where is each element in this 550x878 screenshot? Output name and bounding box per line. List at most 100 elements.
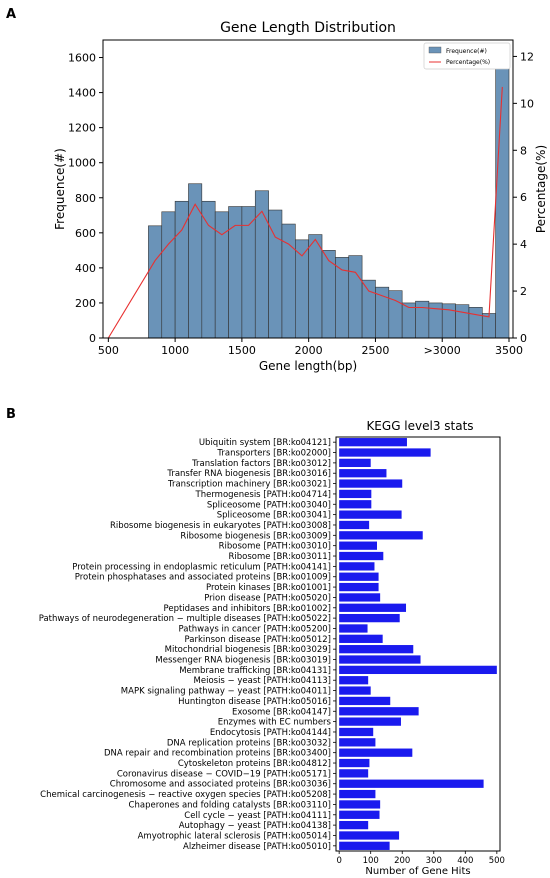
chart-b-title: KEGG level3 stats [366, 419, 473, 433]
kegg-bar [339, 831, 400, 840]
category-label: Enzymes with EC numbers [218, 718, 332, 728]
category-label: Protein kinases [BR:ko01001] [206, 583, 331, 593]
y-tick-label: 1600 [68, 52, 96, 65]
kegg-bar [339, 696, 391, 706]
category-label: Ribosome biogenesis in eukaryotes [PATH:… [110, 521, 331, 531]
x-tick-label: 2000 [295, 344, 323, 357]
y2-tick-label: 8 [520, 144, 527, 157]
category-label: Chaperones and folding catalysts [BR:ko0… [129, 800, 331, 810]
kegg-bar [339, 448, 431, 457]
y-tick-label: 400 [75, 262, 96, 275]
histogram-bar [254, 190, 269, 339]
kegg-bar [339, 531, 423, 540]
category-label: DNA replication proteins [BR:ko03032] [167, 738, 331, 748]
kegg-bar [339, 738, 376, 747]
chart-b-bars [339, 438, 497, 850]
x-tick-label: 500 [98, 344, 119, 357]
category-label: Thermogenesis [PATH:ko04714] [195, 490, 331, 500]
kegg-bar [339, 727, 374, 737]
kegg-bar [339, 655, 421, 664]
category-label: Ribosome [BR:ko03011] [228, 552, 331, 562]
y2-tick-label: 6 [520, 191, 527, 204]
category-label: Chromosome and associated proteins [BR:k… [110, 780, 331, 790]
category-label: Spliceosome [BR:ko03041] [217, 511, 331, 521]
category-label: Autophagy − yeast [PATH:ko04138] [179, 821, 331, 831]
category-label: Ubiquitin system [BR:ko04121] [199, 438, 331, 448]
y-tick-label: 1200 [68, 122, 96, 135]
kegg-bar [339, 572, 379, 581]
kegg-bar [339, 489, 372, 499]
legend-label-percentage: Percentage(%) [446, 59, 490, 66]
category-label: Pathways in cancer [PATH:ko05200] [179, 624, 332, 634]
panel-b-label: B [6, 407, 16, 422]
category-label: Cytoskeleton proteins [BR:ko04812] [178, 759, 331, 769]
category-label: Exosome [BR:ko04147] [232, 707, 331, 717]
category-label: Amyotrophic lateral sclerosis [PATH:ko05… [138, 831, 331, 841]
category-label: Mitochondrial biogenesis [BR:ko03029] [165, 645, 331, 655]
chart-a-y-axis-label: Frequence(#) [53, 148, 67, 230]
category-label: Pathways of neurodegeneration − multiple… [39, 614, 331, 624]
chart-a-x-axis-label: Gene length(bp) [259, 359, 357, 373]
y2-tick-label: 0 [520, 332, 527, 345]
category-label: Ribosome biogenesis [BR:ko03009] [180, 531, 331, 541]
category-label: Chemical carcinogenesis − reactive oxyge… [40, 790, 331, 800]
x-tick-label: 2500 [361, 344, 389, 357]
histogram-bar [228, 206, 243, 339]
category-label: Translation factors [BR:ko03012] [191, 459, 331, 469]
histogram-bar [468, 307, 483, 339]
legend-label-frequence: Frequence(#) [446, 48, 487, 55]
percentage-line [107, 86, 503, 339]
x-tick-label: 500 [489, 856, 505, 866]
x-tick-label: 300 [426, 856, 442, 866]
kegg-bar [339, 624, 368, 633]
kegg-bar [339, 634, 383, 643]
x-tick-label: 1500 [228, 344, 256, 357]
histogram-bar [375, 286, 390, 339]
kegg-bar [339, 758, 370, 768]
histogram-bar [161, 211, 176, 339]
chart-a-legend: Frequence(#) Percentage(%) [423, 42, 511, 70]
category-label: Protein processing in endoplasmic reticu… [72, 562, 331, 572]
y2-tick-label: 12 [520, 50, 534, 63]
histogram-bar [201, 200, 216, 339]
panel-a-label: A [6, 7, 16, 22]
y2-tick-label: 2 [520, 285, 527, 298]
x-tick-label: 3500 [495, 344, 523, 357]
kegg-bar [339, 820, 369, 830]
category-label: DNA repair and recombination proteins [B… [104, 749, 331, 759]
y-tick-label: 200 [75, 297, 96, 310]
chart-b-category-labels: Ubiquitin system [BR:ko04121]Transporter… [39, 438, 336, 852]
kegg-bar [339, 686, 371, 695]
category-label: Meiosis − yeast [PATH:ko04113] [194, 676, 331, 686]
category-label: Messenger RNA biogenesis [BR:ko03019] [155, 656, 331, 666]
category-label: Huntington disease [PATH:ko05016] [178, 697, 331, 707]
kegg-bar [339, 645, 414, 654]
x-tick-label: >3000 [424, 344, 461, 357]
y-tick-label: 800 [75, 192, 96, 205]
kegg-bar [339, 438, 407, 447]
category-label: Protein phosphatases and associated prot… [75, 573, 331, 583]
chart-b-axes-frame [335, 436, 501, 852]
histogram-bar [188, 183, 203, 339]
chart-a-axes-frame [102, 39, 514, 339]
histogram-bar [455, 304, 470, 339]
y-tick-label: 600 [75, 227, 96, 240]
histogram-bar [148, 225, 163, 339]
category-label: Transfer RNA biogenesis [BR:ko03016] [166, 469, 331, 479]
y2-tick-label: 10 [520, 97, 534, 110]
histogram-bar [241, 206, 256, 339]
kegg-bar [339, 613, 400, 623]
x-tick-label: 100 [363, 856, 379, 866]
category-label: Spliceosome [PATH:ko03040] [207, 500, 331, 510]
legend-box [423, 42, 511, 70]
kegg-bar [339, 520, 370, 530]
x-tick-label: 400 [457, 856, 473, 866]
category-label: Alzheimer disease [PATH:ko05010] [183, 842, 331, 852]
legend-swatch-frequence [428, 46, 442, 54]
category-label: Membrane trafficking [BR:ko04131] [179, 666, 331, 676]
kegg-bar [339, 769, 369, 778]
kegg-bar [339, 458, 371, 468]
chart-a-title: Gene Length Distribution [220, 20, 396, 36]
kegg-bar [339, 676, 369, 685]
kegg-bar [339, 841, 390, 850]
